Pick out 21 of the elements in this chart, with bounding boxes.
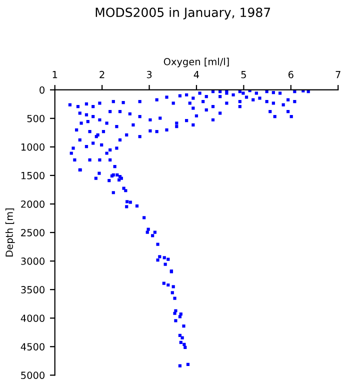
y-tick-label: 3500	[21, 286, 44, 294]
y-tick-label: 2000	[21, 200, 44, 208]
y-tick-label: 1500	[21, 172, 44, 180]
y-tick-label: 1000	[21, 143, 44, 151]
x-tick-label: 7	[336, 71, 340, 78]
x-tick-label: 6	[288, 70, 294, 78]
y-tick-label: 4000	[20, 314, 44, 322]
x-tick-label: 5	[241, 71, 246, 78]
x-tick-label: 1	[52, 71, 58, 78]
x-axis-title: Oxygen [ml/l]	[164, 58, 229, 68]
y-tick-label: 5000	[21, 372, 44, 379]
y-tick-label: 3000	[21, 258, 44, 265]
y-tick-label: 2500	[21, 228, 44, 236]
x-tick-label: 3	[146, 70, 152, 78]
y-tick-label: 500	[27, 114, 44, 122]
chart-title: MODS2005 in January, 1987	[96, 7, 270, 20]
y-axis-title: Depth [m]	[5, 208, 15, 256]
y-tick-label: 4500	[20, 343, 44, 350]
x-tick-label: 4	[194, 71, 200, 78]
y-tick-label: 0	[40, 86, 44, 94]
x-tick-label: 2	[100, 70, 104, 78]
